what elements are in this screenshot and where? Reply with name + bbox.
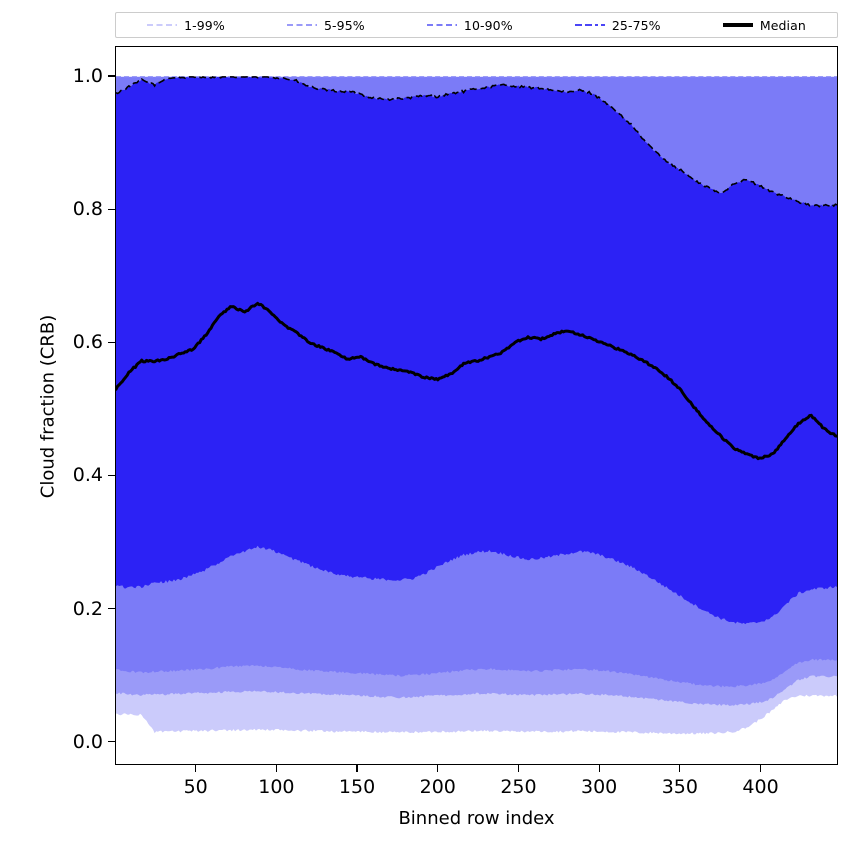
y-tick-mark [108,341,115,343]
dashed-line-icon [147,23,178,27]
x-tick-label: 250 [500,776,537,798]
y-tick-label: 0.2 [72,597,103,620]
y-tick-label: 0.8 [72,198,103,221]
band-p25-p75 [116,76,837,625]
y-tick-mark [108,741,115,743]
x-tick-mark [598,765,600,772]
legend-item-5-95[interactable]: 5-95% [286,17,365,33]
legend-item-25-75[interactable]: 25-75% [574,17,661,33]
line-p75 [116,75,837,208]
x-axis: Binned row index 50 100 150 200 250 300 350 400 [115,765,838,850]
y-tick-label: 1.0 [72,64,103,87]
x-tick-mark [437,765,439,772]
legend-item-10-90[interactable]: 10-90% [426,17,513,33]
dashed-line-icon [286,23,317,27]
line-median [116,301,837,461]
legend-label: 25-75% [611,17,661,33]
y-tick-mark [108,208,115,210]
y-axis-label: Cloud fraction (CRB) [37,314,59,499]
x-tick-mark [759,765,762,772]
x-tick-label: 350 [661,776,698,798]
y-tick-mark [108,75,115,77]
plot-area [115,46,838,765]
legend-label: 10-90% [463,17,513,33]
x-tick-mark [356,765,358,772]
solid-line-icon [722,23,753,27]
x-tick-label: 150 [338,776,376,798]
x-tick-mark [195,765,197,772]
legend-label: 5-95% [323,17,365,33]
x-tick-label: 200 [419,776,456,798]
y-tick-mark [108,474,115,476]
x-tick-mark [275,765,277,772]
x-tick-label: 400 [742,776,779,798]
x-tick-label: 100 [258,776,295,798]
x-tick-label: 50 [183,776,208,798]
y-tick-label: 0.6 [72,331,103,354]
y-tick-mark [108,607,115,610]
y-axis: Cloud fraction (CRB) 0.0 0.2 0.4 0.6 0.8 1.0 [0,46,115,765]
chart-legend: 1-99% 5-95% 10-90% 25-75% Median [115,12,838,38]
legend-item-1-99[interactable]: 1-99% [147,18,225,33]
y-tick-label: 0.4 [72,464,103,487]
chart-svg [116,75,837,735]
x-tick-mark [679,765,681,772]
legend-item-median[interactable]: Median [722,17,806,33]
legend-label: Median [759,17,806,33]
legend-label: 1-99% [184,17,225,33]
y-tick-label: 0.0 [72,730,103,753]
x-tick-mark [517,765,520,772]
dashdot-line-icon [574,23,605,27]
x-tick-label: 300 [581,776,618,798]
x-axis-label: Binned row index [398,808,555,829]
dashed-line-icon [426,23,457,27]
